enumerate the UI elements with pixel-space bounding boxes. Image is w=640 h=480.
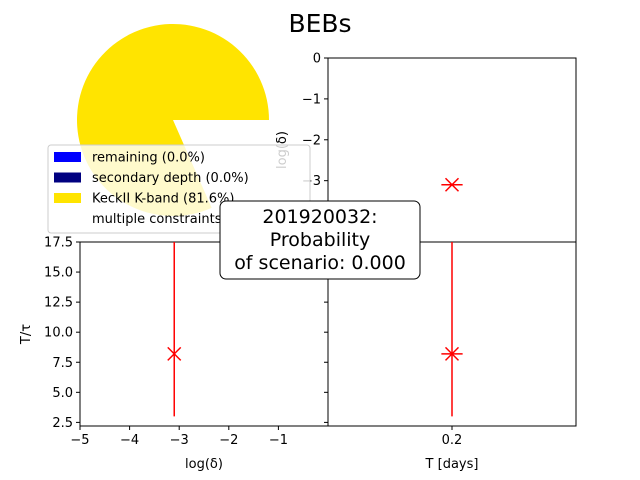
x-tick-label: −5 bbox=[70, 433, 89, 448]
data-point-marker bbox=[444, 346, 460, 361]
legend-label: secondary depth (0.0%) bbox=[92, 171, 249, 186]
legend-label: KeckII K-band (81.6%) bbox=[92, 192, 235, 207]
annotation-line: 201920032: bbox=[262, 206, 377, 228]
y-tick-label: 2.5 bbox=[52, 416, 73, 431]
annotation-line: of scenario: 0.000 bbox=[234, 252, 406, 274]
x-tick-label: −1 bbox=[269, 433, 288, 448]
axes-bottom-right: 0.2 T [days] bbox=[324, 241, 577, 472]
figure-title: BEBs bbox=[288, 9, 351, 38]
x-tick-label: 0.2 bbox=[442, 433, 463, 448]
y-axis-label: T/τ bbox=[19, 324, 34, 345]
x-axis-label: log(δ) bbox=[185, 457, 223, 472]
legend-swatch bbox=[54, 172, 81, 183]
y-tick-label: 0 bbox=[313, 52, 321, 67]
x-axis-label: T [days] bbox=[425, 457, 479, 472]
legend-label: multiple constraints bbox=[92, 212, 222, 227]
data-point-marker bbox=[167, 346, 182, 361]
y-tick-label: 17.5 bbox=[44, 236, 73, 251]
legend-label: remaining (0.0%) bbox=[92, 151, 205, 166]
legend-swatch bbox=[54, 152, 81, 162]
y-tick-label: −1 bbox=[302, 92, 321, 107]
annotation-line: Probability bbox=[270, 229, 370, 251]
y-tick-label: 10.0 bbox=[44, 326, 73, 341]
data-point-marker bbox=[444, 177, 460, 192]
x-tick-label: −2 bbox=[219, 433, 238, 448]
y-tick-label: 15.0 bbox=[44, 266, 73, 281]
x-tick-label: −3 bbox=[170, 433, 189, 448]
x-tick-label: −4 bbox=[120, 433, 139, 448]
y-tick-label: 7.5 bbox=[52, 356, 73, 371]
y-tick-label: 5.0 bbox=[52, 386, 73, 401]
y-tick-label: 12.5 bbox=[44, 296, 73, 311]
annotation-box bbox=[219, 200, 421, 280]
legend-swatch bbox=[54, 193, 81, 203]
